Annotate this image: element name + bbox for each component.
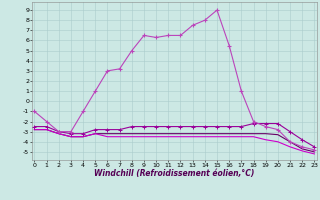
X-axis label: Windchill (Refroidissement éolien,°C): Windchill (Refroidissement éolien,°C)	[94, 169, 255, 178]
